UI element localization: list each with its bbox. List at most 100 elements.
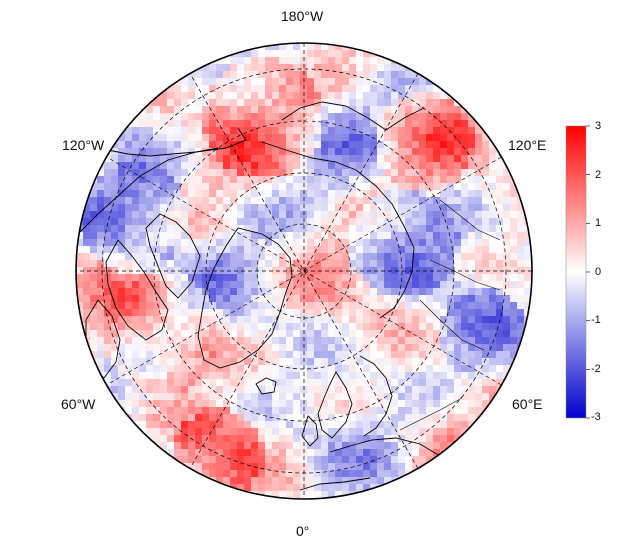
anomaly-cell xyxy=(447,204,455,212)
anomaly-cell xyxy=(482,211,490,219)
anomaly-cell xyxy=(349,365,357,373)
anomaly-cell xyxy=(167,246,175,254)
anomaly-cell xyxy=(307,358,315,366)
anomaly-cell xyxy=(174,85,182,93)
anomaly-cell xyxy=(489,302,497,310)
anomaly-cell xyxy=(349,78,357,86)
anomaly-cell xyxy=(356,148,364,156)
anomaly-cell xyxy=(111,246,119,254)
anomaly-cell xyxy=(454,351,462,359)
anomaly-cell xyxy=(132,232,140,240)
anomaly-cell xyxy=(384,274,392,282)
anomaly-cell xyxy=(237,372,245,380)
anomaly-cell xyxy=(279,239,287,247)
anomaly-cell xyxy=(223,78,231,86)
anomaly-cell xyxy=(370,414,378,422)
anomaly-cell xyxy=(398,372,406,380)
anomaly-cell xyxy=(321,288,329,296)
anomaly-cell xyxy=(349,183,357,191)
anomaly-cell xyxy=(405,351,413,359)
anomaly-cell xyxy=(426,344,434,352)
anomaly-cell xyxy=(174,134,182,142)
anomaly-cell xyxy=(146,169,154,177)
anomaly-cell xyxy=(363,176,371,184)
anomaly-cell xyxy=(97,337,105,345)
anomaly-cell xyxy=(370,456,378,464)
anomaly-cell xyxy=(97,218,105,226)
anomaly-cell xyxy=(174,204,182,212)
anomaly-cell xyxy=(321,456,329,464)
anomaly-cell xyxy=(258,141,266,149)
anomaly-cell xyxy=(251,484,259,492)
anomaly-cell xyxy=(426,414,434,422)
anomaly-cell xyxy=(405,428,413,436)
anomaly-cell xyxy=(111,288,119,296)
anomaly-cell xyxy=(510,218,518,226)
anomaly-cell xyxy=(377,92,385,100)
anomaly-cell xyxy=(181,323,189,331)
anomaly-cell xyxy=(356,113,364,121)
anomaly-cell xyxy=(139,99,147,107)
anomaly-cell xyxy=(405,197,413,205)
anomaly-cell xyxy=(475,183,483,191)
anomaly-cell xyxy=(293,120,301,128)
anomaly-cell xyxy=(174,197,182,205)
anomaly-cell xyxy=(153,183,161,191)
anomaly-cell xyxy=(244,414,252,422)
anomaly-cell xyxy=(426,127,434,135)
anomaly-cell xyxy=(307,218,315,226)
anomaly-cell xyxy=(237,92,245,100)
anomaly-cell xyxy=(83,330,91,338)
anomaly-cell xyxy=(412,253,420,261)
anomaly-cell xyxy=(398,365,406,373)
anomaly-cell xyxy=(440,428,448,436)
anomaly-cell xyxy=(342,372,350,380)
anomaly-cell xyxy=(482,176,490,184)
anomaly-cell xyxy=(356,197,364,205)
anomaly-cell xyxy=(321,64,329,72)
anomaly-cell xyxy=(349,169,357,177)
anomaly-cell xyxy=(377,274,385,282)
anomaly-cell xyxy=(398,267,406,275)
anomaly-cell xyxy=(293,414,301,422)
anomaly-cell xyxy=(286,197,294,205)
anomaly-cell xyxy=(223,435,231,443)
anomaly-cell xyxy=(209,183,217,191)
anomaly-cell xyxy=(167,148,175,156)
anomaly-cell xyxy=(188,288,196,296)
anomaly-cell xyxy=(188,393,196,401)
anomaly-cell xyxy=(293,491,301,499)
anomaly-cell xyxy=(118,260,126,268)
anomaly-cell xyxy=(153,197,161,205)
anomaly-cell xyxy=(384,204,392,212)
anomaly-cell xyxy=(174,407,182,415)
anomaly-cell xyxy=(489,169,497,177)
anomaly-cell xyxy=(202,428,210,436)
anomaly-cell xyxy=(433,323,441,331)
anomaly-cell xyxy=(531,239,532,247)
anomaly-cell xyxy=(293,99,301,107)
anomaly-cell xyxy=(461,211,469,219)
anomaly-cell xyxy=(153,246,161,254)
anomaly-cell xyxy=(83,218,91,226)
anomaly-cell xyxy=(335,358,343,366)
anomaly-cell xyxy=(125,344,133,352)
anomaly-cell xyxy=(244,358,252,366)
anomaly-cell xyxy=(258,414,266,422)
anomaly-cell xyxy=(482,253,490,261)
anomaly-cell xyxy=(90,246,98,254)
anomaly-cell xyxy=(314,414,322,422)
anomaly-cell xyxy=(174,358,182,366)
anomaly-cell xyxy=(139,113,147,121)
anomaly-cell xyxy=(223,351,231,359)
anomaly-cell xyxy=(321,225,329,233)
anomaly-cell xyxy=(181,456,189,464)
anomaly-cell xyxy=(279,85,287,93)
anomaly-cell xyxy=(223,309,231,317)
anomaly-cell xyxy=(188,386,196,394)
anomaly-cell xyxy=(454,218,462,226)
anomaly-cell xyxy=(209,442,217,450)
anomaly-cell xyxy=(447,253,455,261)
anomaly-cell xyxy=(503,281,511,289)
anomaly-cell xyxy=(181,127,189,135)
